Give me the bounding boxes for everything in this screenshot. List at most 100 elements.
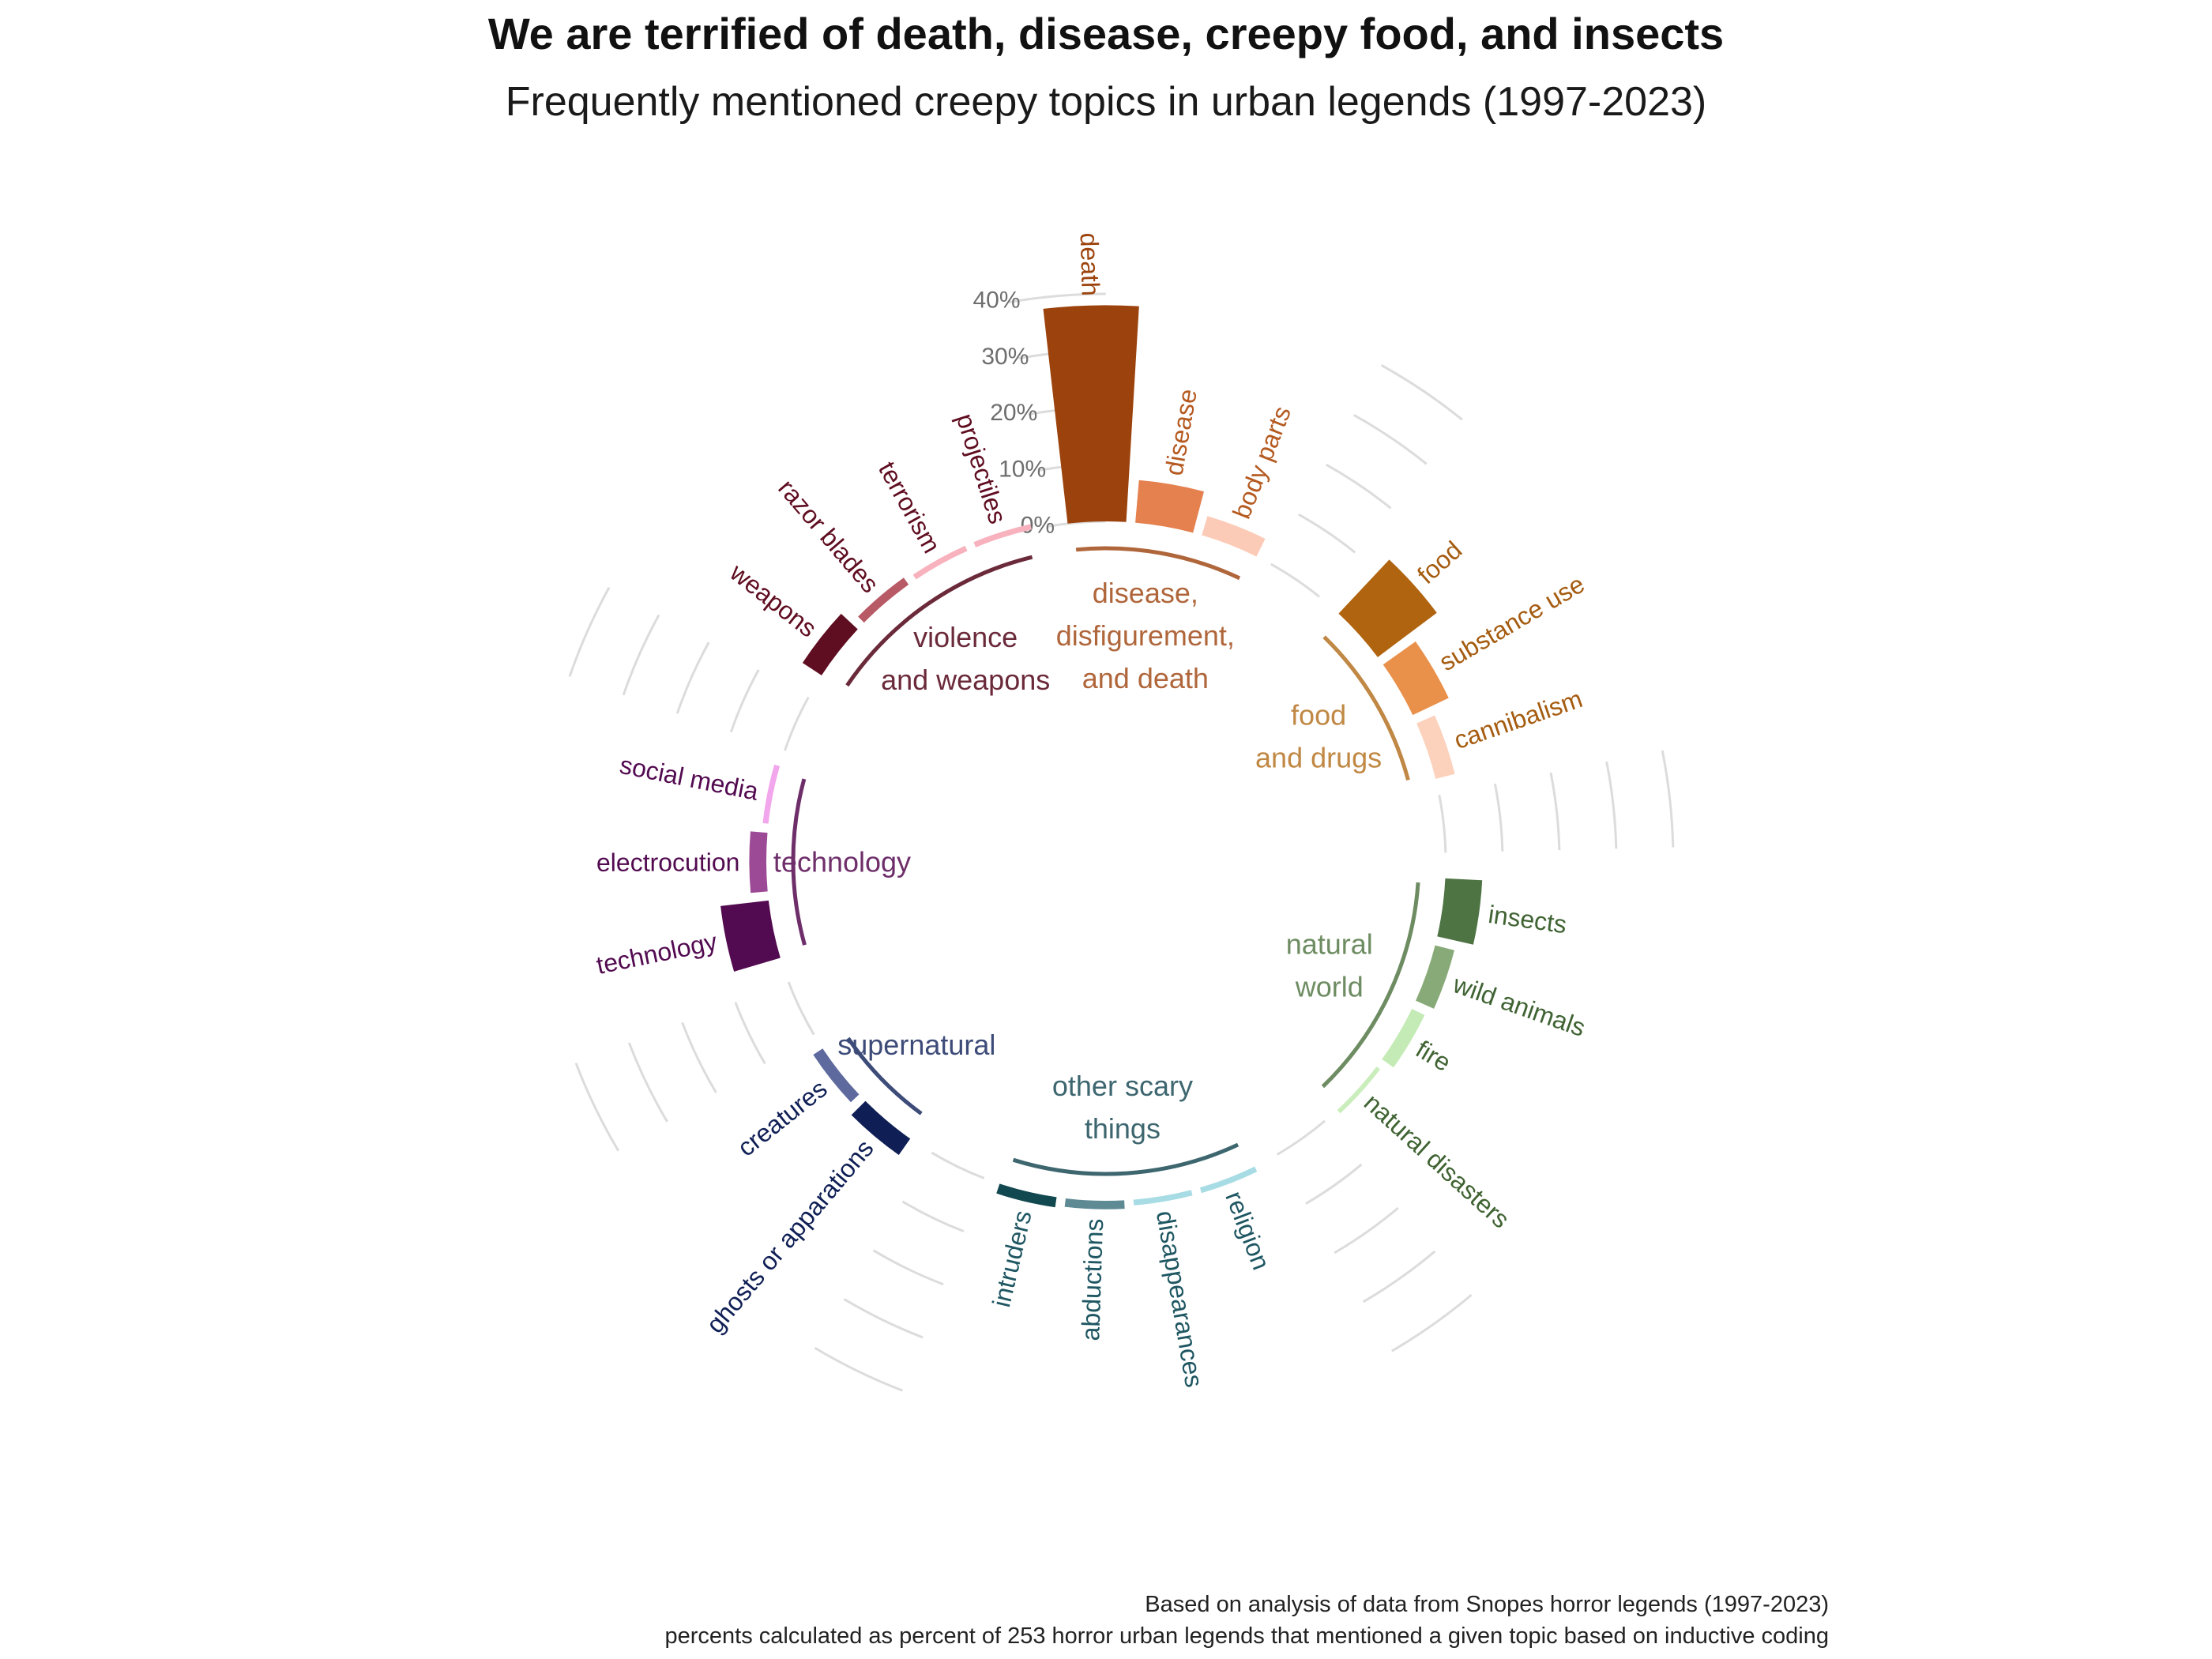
- group-arc: [846, 1036, 923, 1115]
- grid-arc: [843, 1298, 924, 1339]
- bar-wild-animals: [1416, 945, 1454, 1009]
- caption-line-2: percents calculated as percent of 253 ho…: [664, 1623, 1829, 1649]
- bar-label: technology: [594, 927, 720, 980]
- y-tick-label: 10%: [999, 456, 1046, 482]
- bar-label: ghosts or apparations: [701, 1134, 879, 1338]
- group-labels: disease, disfigurement, and death food and d…: [773, 546, 1420, 1176]
- group-arc: [791, 778, 807, 946]
- grid-arc: [787, 981, 815, 1036]
- y-tick-label: 40%: [973, 288, 1021, 314]
- bar-natural-disasters: [1337, 1066, 1381, 1114]
- bar-fire: [1382, 1009, 1425, 1068]
- grid-arc: [1549, 772, 1561, 851]
- grid-arc: [901, 1200, 965, 1232]
- group-arc: [1012, 1142, 1240, 1176]
- bar-label: social media: [618, 750, 762, 806]
- bar-label: cannibalism: [1450, 684, 1586, 754]
- bar-cannibalism: [1416, 715, 1455, 779]
- bar-abductions: [1064, 1198, 1125, 1209]
- bars: [720, 305, 1483, 1209]
- bar-terrorism: [912, 545, 968, 580]
- bar-label: disappearances: [1151, 1209, 1209, 1390]
- grid-arc: [1305, 1163, 1363, 1205]
- grid-arc: [814, 1346, 903, 1392]
- chart-title: We are terrified of death, disease, cree…: [488, 9, 1724, 58]
- chart-subtitle: Frequently mentioned creepy topics in ur…: [506, 79, 1707, 125]
- bar-ghosts-or-apparations: [851, 1100, 911, 1156]
- bar-electrocution: [749, 831, 768, 893]
- grid-arc: [729, 669, 760, 733]
- bar-razor-blades: [858, 577, 909, 623]
- group-label: food: [1291, 699, 1346, 732]
- group-label: things: [1085, 1112, 1161, 1145]
- group-arc: [1075, 546, 1241, 581]
- grid-arc: [1270, 562, 1320, 598]
- group-arc: [1321, 882, 1420, 1089]
- group-label: disfigurement,: [1056, 619, 1235, 652]
- bar-label: substance use: [1435, 570, 1589, 676]
- group-label: and weapons: [881, 664, 1050, 696]
- grid-arc: [1661, 750, 1675, 848]
- group-label: and drugs: [1255, 742, 1382, 774]
- grid-arc: [1048, 520, 1106, 528]
- bar-label: food: [1412, 536, 1467, 589]
- bar-food: [1338, 559, 1437, 657]
- group-arc: [1322, 635, 1410, 781]
- grid-arc: [681, 1021, 717, 1093]
- y-tick-label: 30%: [981, 344, 1029, 370]
- bar-label: wild animals: [1449, 969, 1589, 1042]
- bar-label: intruders: [987, 1208, 1037, 1310]
- group-label: natural: [1286, 927, 1373, 960]
- bar-label: weapons: [724, 558, 822, 643]
- group-label: and death: [1082, 662, 1209, 694]
- bar-label: creatures: [732, 1074, 833, 1162]
- grid-arc: [1298, 513, 1356, 554]
- grid-arc: [1334, 1206, 1399, 1255]
- bar-technology: [720, 900, 781, 972]
- bar-label: natural disasters: [1359, 1088, 1515, 1233]
- y-tick-label: 20%: [990, 400, 1037, 426]
- bar-disappearances: [1133, 1190, 1193, 1206]
- grid-arc: [1008, 292, 1106, 304]
- group-label: disease,: [1093, 577, 1198, 609]
- bar-religion: [1199, 1166, 1258, 1194]
- group-label: world: [1295, 970, 1364, 1003]
- bar-label: fire: [1411, 1035, 1456, 1078]
- grid-arc: [1493, 783, 1504, 852]
- grid-arc: [627, 1042, 668, 1123]
- bar-insects: [1437, 878, 1483, 945]
- bar-label: abductions: [1076, 1218, 1108, 1341]
- bar-disease: [1135, 480, 1204, 533]
- grid-arc: [1391, 1293, 1473, 1352]
- grid-arc: [1276, 1119, 1326, 1156]
- bar-death: [1043, 305, 1139, 524]
- group-label: supernatural: [837, 1029, 995, 1061]
- grid-arc: [872, 1249, 944, 1286]
- bar-label: body parts: [1227, 402, 1296, 522]
- bar-label: terrorism: [873, 457, 946, 558]
- bar-label: electrocution: [596, 848, 740, 877]
- group-label: technology: [773, 845, 911, 878]
- grid-arcs: [568, 292, 1675, 1392]
- bar-label: disease: [1160, 387, 1202, 478]
- bar-creatures: [813, 1048, 860, 1103]
- bar-intruders: [996, 1183, 1057, 1208]
- grid-arc: [568, 586, 611, 677]
- grid-arc: [574, 1063, 619, 1152]
- bar-body-parts: [1202, 516, 1266, 557]
- group-label: other scary: [1052, 1070, 1193, 1102]
- grid-arc: [734, 1002, 766, 1065]
- grid-arc: [1605, 761, 1618, 849]
- grid-arc: [675, 641, 710, 714]
- bar-weapons: [802, 613, 858, 675]
- bar-label: insects: [1487, 900, 1569, 939]
- bar-label: religion: [1220, 1187, 1276, 1273]
- group-label: violence: [913, 621, 1018, 653]
- bar-label: razor blades: [773, 474, 885, 598]
- grid-arc: [783, 696, 810, 751]
- bar-social-media: [762, 764, 781, 824]
- grid-arc: [931, 1151, 985, 1179]
- y-axis-ticks: 0%10%20%30%40%: [973, 288, 1055, 539]
- bar-label: death: [1075, 232, 1105, 296]
